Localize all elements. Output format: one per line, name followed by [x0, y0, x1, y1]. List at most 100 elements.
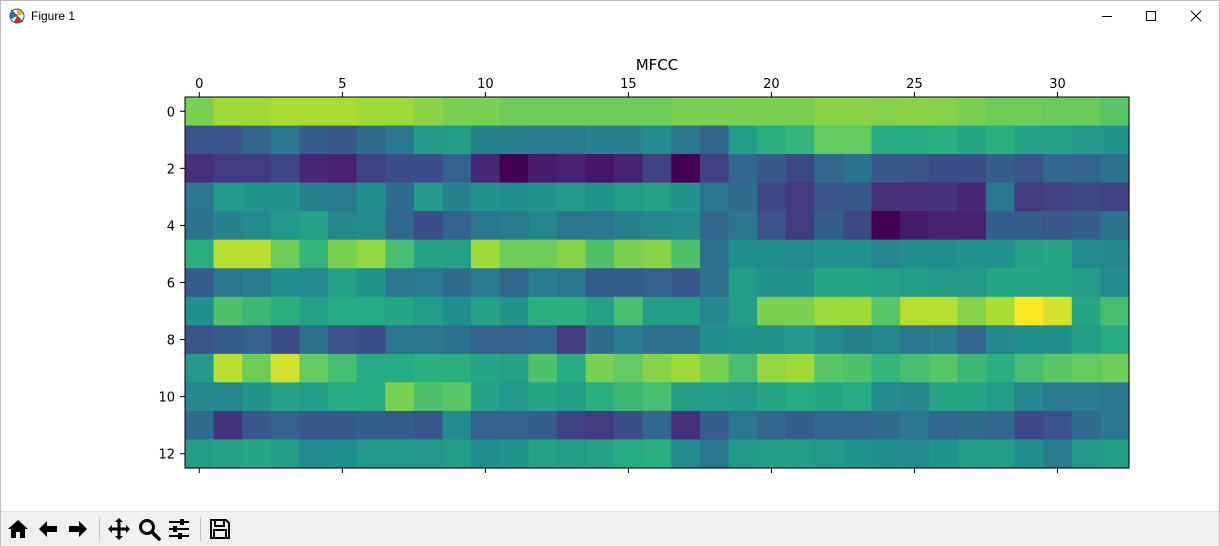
heatmap-cell — [585, 325, 615, 355]
heatmap-cell — [185, 325, 215, 355]
heatmap-cell — [614, 296, 644, 326]
y-tick-label: 12 — [158, 448, 175, 463]
heatmap-cell — [556, 410, 587, 441]
heatmap-cell — [871, 268, 901, 298]
x-tick-label: 25 — [906, 77, 923, 92]
heatmap-cell — [1100, 439, 1130, 469]
heatmap-cell — [1071, 97, 1101, 127]
heatmap-cell — [442, 410, 472, 441]
heatmap-cell — [614, 154, 644, 184]
heatmap-cell — [499, 239, 529, 269]
heatmap-cell — [671, 97, 701, 127]
heatmap-cell — [185, 154, 215, 184]
heatmap-cell — [671, 410, 701, 441]
heatmap-cell — [1100, 410, 1130, 441]
heatmap-cell — [242, 211, 272, 241]
heatmap-cell — [213, 410, 243, 441]
heatmap-cell — [1071, 211, 1101, 241]
heatmap-cell — [642, 211, 672, 241]
heatmap-cell — [242, 439, 272, 469]
figure-canvas[interactable]: MFCC 0 5 10 15 20 25 30 0 2 4 6 8 10 12 — [1, 31, 1219, 511]
heatmap-cell — [871, 410, 901, 441]
heatmap-cell — [356, 239, 386, 269]
subplots-button[interactable] — [166, 516, 192, 542]
heatmap-cell — [671, 125, 701, 155]
title-bar[interactable]: Figure 1 — [1, 1, 1219, 31]
pan-button[interactable] — [106, 516, 132, 542]
heatmap-cell — [985, 353, 1016, 383]
heatmap-cell — [728, 382, 758, 412]
heatmap-cell — [671, 296, 701, 326]
back-icon — [39, 521, 57, 537]
heatmap-cell — [585, 125, 615, 155]
heatmap-cell — [442, 353, 472, 383]
heatmap-cell — [1043, 439, 1073, 469]
heatmap-cell — [442, 382, 472, 412]
heatmap-cell — [242, 382, 272, 412]
maximize-icon — [1146, 11, 1156, 21]
heatmap-cell — [328, 296, 358, 326]
heatmap-cell — [842, 439, 873, 469]
heatmap-cell — [642, 239, 672, 269]
heatmap-cell — [1014, 211, 1044, 241]
heatmap-cell — [299, 239, 329, 269]
heatmap-cell — [642, 182, 672, 212]
back-button[interactable] — [35, 516, 61, 542]
heatmap-cell — [957, 439, 987, 469]
heatmap-cell — [671, 154, 701, 184]
heatmap-cell — [528, 97, 558, 127]
heatmap-cell — [413, 154, 444, 184]
heatmap-cell — [471, 353, 501, 383]
forward-button[interactable] — [65, 516, 91, 542]
heatmap-cell — [842, 410, 873, 441]
heatmap-cell — [1100, 268, 1130, 298]
home-button[interactable] — [5, 516, 31, 542]
heatmap-cell — [699, 268, 730, 298]
heatmap-cell — [728, 182, 758, 212]
heatmap-cell — [757, 382, 787, 412]
heatmap-cell — [242, 125, 272, 155]
heatmap-cell — [642, 382, 672, 412]
heatmap-cell — [957, 268, 987, 298]
heatmap-cell — [614, 410, 644, 441]
heatmap-cell — [728, 296, 758, 326]
heatmap-cell — [842, 239, 873, 269]
heatmap-cell — [1071, 296, 1101, 326]
heatmap-cell — [270, 211, 301, 241]
heatmap-cell — [957, 239, 987, 269]
heatmap-cell — [985, 325, 1016, 355]
minimize-button[interactable] — [1084, 1, 1130, 31]
heatmap-cell — [900, 296, 930, 326]
heatmap-cell — [213, 296, 243, 326]
heatmap-cell — [328, 325, 358, 355]
heatmap-cell — [1014, 439, 1044, 469]
heatmap-cell — [642, 410, 672, 441]
heatmap-cell — [413, 382, 444, 412]
heatmap-cell — [757, 239, 787, 269]
heatmap-cell — [413, 97, 444, 127]
heatmap-cell — [328, 439, 358, 469]
heatmap-cells — [185, 97, 1130, 469]
save-icon — [210, 519, 230, 539]
x-tick-label: 15 — [620, 77, 637, 92]
heatmap-cell — [842, 296, 873, 326]
heatmap-cell — [785, 268, 815, 298]
heatmap-cell — [871, 125, 901, 155]
heatmap-cell — [614, 353, 644, 383]
heatmap-cell — [928, 97, 958, 127]
heatmap-cell — [900, 353, 930, 383]
heatmap-cell — [699, 125, 730, 155]
heatmap-cell — [842, 268, 873, 298]
heatmap-cell — [699, 410, 730, 441]
heatmap-cell — [614, 382, 644, 412]
forward-icon — [69, 521, 87, 537]
zoom-button[interactable] — [136, 516, 162, 542]
heatmap-cell — [556, 382, 587, 412]
heatmap-cell — [671, 268, 701, 298]
save-button[interactable] — [207, 516, 233, 542]
heatmap-cell — [356, 182, 386, 212]
close-button[interactable] — [1173, 1, 1219, 31]
heatmap-cell — [1071, 439, 1101, 469]
heatmap-cell — [1014, 410, 1044, 441]
maximize-button[interactable] — [1128, 1, 1174, 31]
